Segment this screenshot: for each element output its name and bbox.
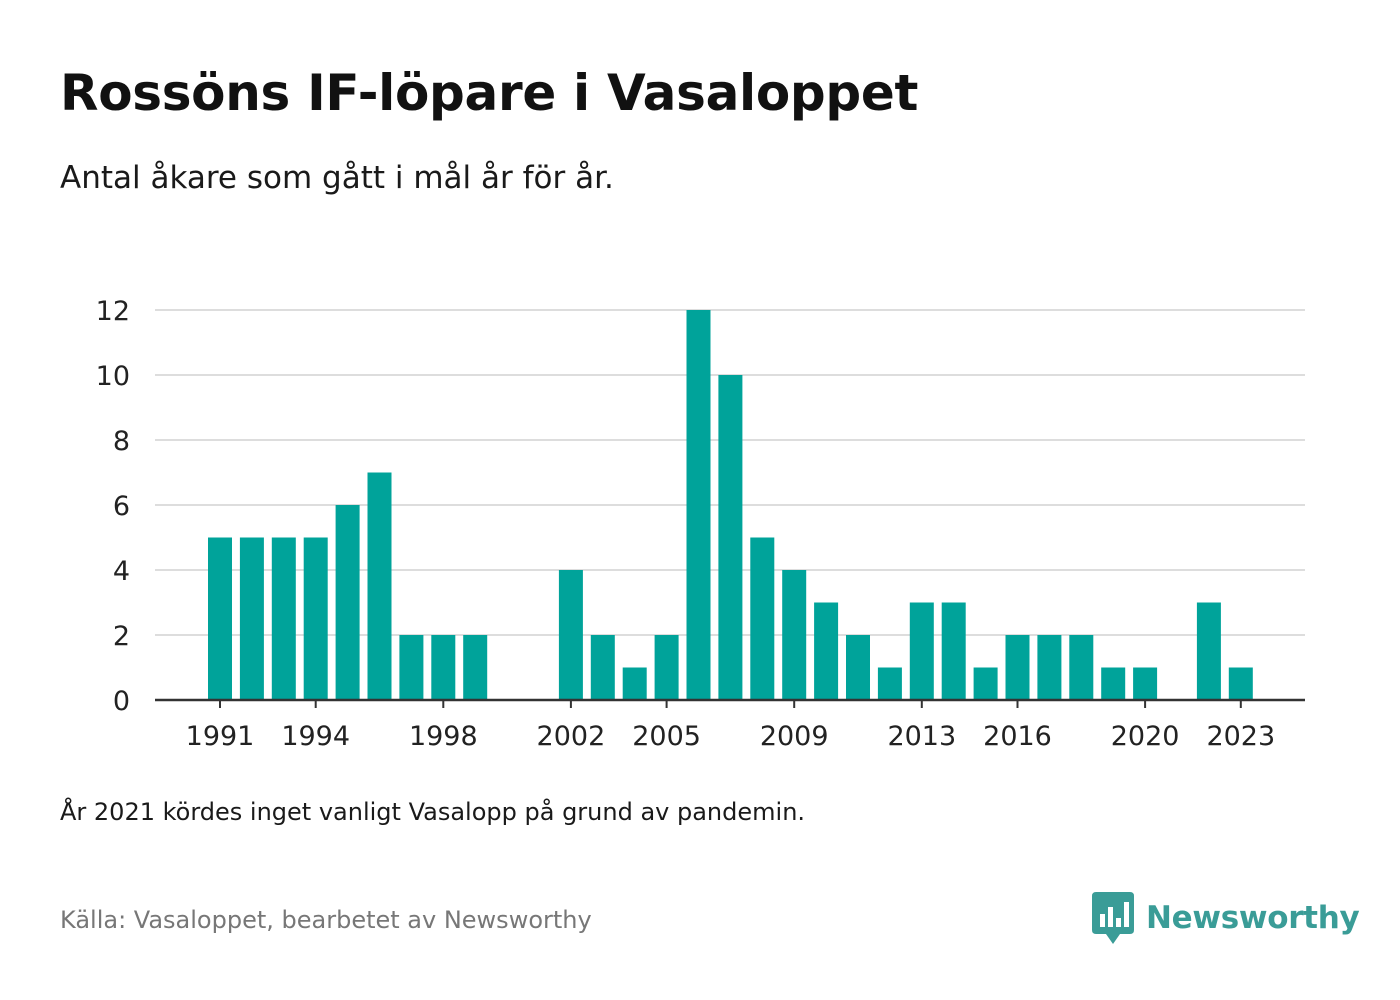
bar-2008 <box>750 537 775 700</box>
chart-subtitle: Antal åkare som gått i mål år för år. <box>60 160 614 196</box>
bar-2004 <box>622 667 647 700</box>
y-axis-ticks: 0 2 4 6 8 10 12 <box>96 296 130 717</box>
bar-2012 <box>877 667 902 700</box>
bar-2017 <box>1037 635 1062 700</box>
bar-1991 <box>208 537 232 700</box>
y-tick-label-10: 10 <box>96 361 130 392</box>
x-tick-label-2002: 2002 <box>537 721 606 752</box>
bar-1993 <box>271 537 296 700</box>
bar-2006 <box>686 310 711 700</box>
bar-2009 <box>782 570 807 700</box>
bar-2007 <box>718 375 743 700</box>
bar-2023 <box>1228 667 1253 700</box>
y-tick-label-4: 4 <box>113 556 130 587</box>
y-tick-label-2: 2 <box>113 621 130 652</box>
y-tick-label-12: 12 <box>96 296 130 327</box>
bar-2002 <box>558 570 583 700</box>
newsworthy-logo-icon <box>1092 892 1134 944</box>
bar-1998 <box>431 635 456 700</box>
bar-2010 <box>814 602 839 700</box>
x-tick-label-1994: 1994 <box>281 721 350 752</box>
chart-note: År 2021 kördes inget vanligt Vasalopp på… <box>60 798 806 826</box>
bar-2016 <box>1005 635 1030 700</box>
x-tick-label-2009: 2009 <box>760 721 829 752</box>
bar-2015 <box>973 667 998 700</box>
bar-2019 <box>1101 667 1126 700</box>
x-tick-label-2023: 2023 <box>1206 721 1275 752</box>
bars <box>208 310 1253 700</box>
x-tick-label-1991: 1991 <box>186 721 255 752</box>
x-tick-label-1998: 1998 <box>409 721 478 752</box>
bar-2003 <box>590 635 615 700</box>
x-axis-ticks: 1991 1994 1998 2002 2005 2009 2013 2016 2020 2023 <box>186 700 1275 752</box>
bar-2020 <box>1133 667 1158 700</box>
bar-1999 <box>463 635 488 700</box>
bar-1996 <box>367 472 392 700</box>
bar-2022 <box>1196 602 1221 700</box>
bar-1995 <box>335 505 360 700</box>
bar-2011 <box>846 635 870 700</box>
newsworthy-brand: Newsworthy <box>1092 890 1360 946</box>
y-tick-label-8: 8 <box>113 426 130 457</box>
brand-name: Newsworthy <box>1146 900 1360 936</box>
y-tick-label-0: 0 <box>113 686 130 717</box>
x-tick-label-2016: 2016 <box>983 721 1052 752</box>
bar-2018 <box>1069 635 1094 700</box>
chart-title: Rossöns IF-löpare i Vasaloppet <box>60 64 919 122</box>
x-tick-label-2020: 2020 <box>1111 721 1180 752</box>
source-credit: Källa: Vasaloppet, bearbetet av Newswort… <box>60 906 592 934</box>
bar-1994 <box>303 537 328 700</box>
y-tick-label-6: 6 <box>113 491 130 522</box>
x-tick-label-2013: 2013 <box>887 721 956 752</box>
bar-1992 <box>239 537 264 700</box>
bar-2005 <box>654 635 679 700</box>
bar-1997 <box>399 635 424 700</box>
bar-2014 <box>941 602 966 700</box>
bar-2013 <box>909 602 934 700</box>
x-tick-label-2005: 2005 <box>632 721 701 752</box>
